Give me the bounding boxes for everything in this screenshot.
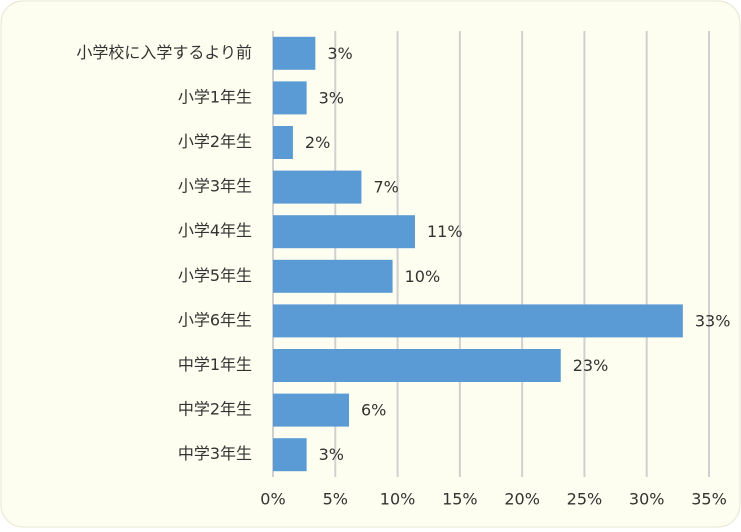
bar	[273, 259, 393, 293]
x-tick-label: 25%	[567, 490, 603, 509]
value-label: 23%	[573, 356, 609, 375]
value-label: 11%	[427, 222, 463, 241]
y-tick-label: 小学6年生	[178, 310, 252, 329]
value-label: 7%	[373, 178, 398, 197]
bar	[273, 215, 416, 249]
bar	[273, 438, 307, 472]
y-tick-label: 小学1年生	[178, 87, 252, 106]
y-tick-label: 小学3年生	[178, 177, 252, 196]
y-tick-label: 中学2年生	[178, 400, 252, 419]
bar	[273, 349, 561, 382]
bar	[273, 126, 293, 159]
bar	[273, 81, 307, 115]
x-tick-label: 5%	[323, 490, 348, 509]
value-label: 3%	[327, 44, 352, 63]
bar	[273, 304, 683, 338]
value-label: 33%	[695, 311, 731, 330]
y-tick-label: 中学1年生	[178, 355, 252, 374]
x-tick-label: 30%	[629, 490, 665, 509]
y-tick-label: 中学3年生	[178, 444, 252, 463]
value-label: 3%	[319, 88, 344, 107]
x-tick-label: 15%	[442, 490, 478, 509]
x-tick-label: 10%	[380, 490, 416, 509]
value-label: 3%	[319, 445, 344, 464]
value-label: 6%	[361, 401, 386, 420]
y-tick-label: 小学5年生	[178, 266, 252, 285]
bar	[273, 36, 316, 70]
x-tick-label: 35%	[691, 490, 727, 509]
value-label: 2%	[305, 133, 330, 152]
y-tick-label: 小学4年生	[178, 221, 252, 240]
x-tick-label: 0%	[260, 490, 285, 509]
x-tick-label: 20%	[504, 490, 540, 509]
value-label: 10%	[405, 267, 441, 286]
bar	[273, 170, 362, 204]
y-tick-label: 小学校に入学するより前	[76, 43, 252, 62]
bar	[273, 393, 349, 427]
y-tick-label: 小学2年生	[178, 132, 252, 151]
